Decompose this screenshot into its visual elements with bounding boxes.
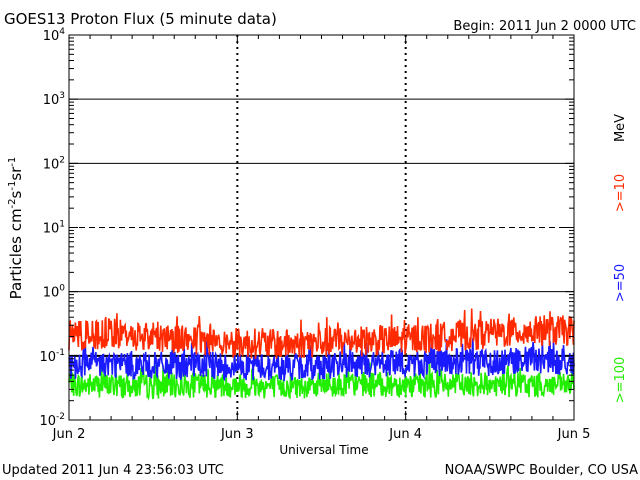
series-line-2 [68, 361, 575, 401]
credit: NOAA/SWPC Boulder, CO USA [445, 463, 638, 478]
y-tick-label: 104 [43, 27, 66, 44]
chart-title: GOES13 Proton Flux (5 minute data) [4, 10, 277, 28]
x-tick-label: Jun 2 [52, 427, 86, 442]
y-tick-label: 103 [43, 91, 65, 108]
x-tick-label: Jun 5 [557, 427, 591, 442]
x-tick-label: Jun 3 [220, 427, 254, 442]
grid-lines [69, 35, 574, 420]
legend-ge50: >=50 [613, 264, 628, 302]
y-tick-label: 10-2 [39, 412, 65, 429]
data-series [68, 308, 575, 401]
begin-time: Begin: 2011 Jun 2 0000 UTC [453, 19, 636, 34]
y-axis-ticks: 10-2 10-1 100 101 102 103 104 [39, 27, 574, 429]
updated-time: Updated 2011 Jun 4 23:56:03 UTC [2, 463, 224, 478]
y-tick-label: 102 [43, 155, 65, 172]
legend-ge10: >=10 [613, 174, 628, 212]
y-tick-label: 100 [43, 284, 66, 301]
y-tick-label: 10-1 [39, 348, 65, 365]
legend-ge100: >=100 [613, 357, 628, 404]
x-axis-label: Universal Time [279, 443, 368, 457]
y-axis-label: Particles cm-2s-1sr-1 [7, 157, 25, 300]
units-label: MeV [613, 114, 628, 142]
x-tick-label: Jun 4 [388, 427, 422, 442]
x-axis-ticks: Jun 2 Jun 3 Jun 4 Jun 5 [52, 35, 591, 442]
y-tick-label: 101 [43, 220, 65, 237]
series-line-0 [68, 308, 575, 359]
series-line-1 [68, 337, 575, 382]
